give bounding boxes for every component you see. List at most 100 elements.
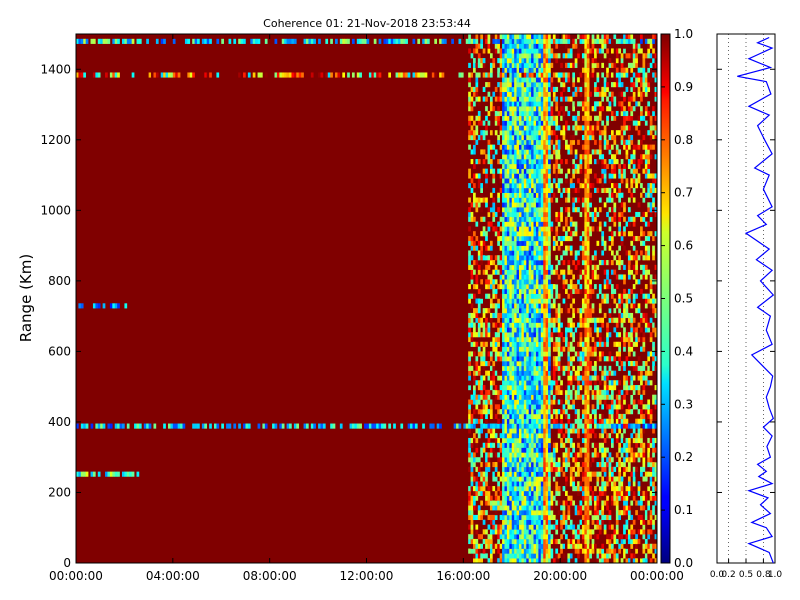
heatmap-cell	[494, 308, 498, 314]
heatmap-cell	[502, 134, 505, 141]
heatmap-cell	[584, 274, 588, 280]
heatmap-cell	[586, 34, 590, 40]
heatmap-cell	[533, 514, 537, 521]
heatmap-cell	[509, 437, 513, 444]
heatmap-cell	[468, 404, 471, 410]
heatmap-cell	[584, 481, 588, 487]
heatmap-cell	[489, 245, 493, 251]
heatmap-cell	[458, 38, 462, 44]
heatmap-cell	[557, 462, 561, 468]
heatmap-cell	[538, 514, 542, 521]
heatmap-cell	[611, 534, 614, 540]
heatmap-cell	[499, 216, 503, 222]
heatmap-cell	[584, 173, 588, 179]
heatmap-cell	[548, 341, 551, 347]
heatmap-cell	[574, 154, 578, 160]
heatmap-cell	[584, 245, 588, 251]
heatmap-cell	[509, 553, 513, 559]
heatmap-cell	[540, 312, 544, 319]
heatmap-cell	[456, 423, 459, 429]
heatmap-cell	[528, 159, 532, 165]
heatmap-cell	[603, 356, 607, 362]
heatmap-cell	[521, 120, 525, 126]
heatmap-cell	[80, 303, 84, 309]
heatmap-cell	[533, 197, 537, 203]
heatmap-cell	[603, 43, 607, 49]
heatmap-cell	[499, 558, 503, 564]
heatmap-cell	[303, 423, 307, 429]
heatmap-cell	[497, 115, 500, 121]
heatmap-cell	[516, 202, 520, 208]
heatmap-cell	[548, 255, 551, 261]
heatmap-cell	[545, 284, 549, 290]
heatmap-cell	[606, 534, 609, 540]
heatmap-cell	[347, 38, 350, 44]
heatmap-cell	[591, 183, 595, 189]
heatmap-cell	[509, 524, 513, 530]
heatmap-cell	[565, 139, 568, 145]
heatmap-cell	[109, 303, 113, 309]
heatmap-cell	[552, 303, 556, 309]
heatmap-cell	[533, 250, 537, 256]
heatmap-cell	[535, 510, 539, 516]
heatmap-cell	[516, 553, 520, 559]
heatmap-cell	[596, 389, 600, 395]
heatmap-cell	[613, 529, 617, 535]
heatmap-cell	[531, 288, 534, 294]
heatmap-cell	[535, 495, 539, 501]
heatmap-cell	[485, 476, 488, 482]
heatmap-cell	[560, 385, 563, 391]
heatmap-cell	[569, 457, 573, 463]
heatmap-cell	[606, 34, 609, 40]
heatmap-cell	[526, 67, 529, 73]
heatmap-cell	[584, 500, 588, 506]
heatmap-cell	[477, 380, 481, 386]
heatmap-cell	[519, 211, 522, 218]
heatmap-cell	[601, 163, 605, 169]
heatmap-cell	[591, 303, 595, 309]
heatmap-cell	[548, 385, 551, 391]
heatmap-cell	[584, 110, 588, 117]
heatmap-cell	[499, 293, 503, 299]
heatmap-cell	[516, 442, 520, 448]
heatmap-cell	[516, 255, 520, 261]
heatmap-cell	[509, 519, 513, 525]
heatmap-cell	[601, 486, 605, 492]
heatmap-cell	[531, 500, 534, 506]
heatmap-cell	[545, 274, 549, 280]
heatmap-cell	[502, 389, 505, 395]
heatmap-cell	[565, 332, 568, 338]
heatmap-cell	[521, 433, 525, 439]
heatmap-cell	[514, 418, 517, 424]
heatmap-cell	[492, 361, 496, 367]
heatmap-cell	[383, 423, 387, 429]
heatmap-cell	[538, 82, 542, 88]
heatmap-cell	[117, 38, 120, 44]
heatmap-cell	[485, 255, 488, 261]
heatmap-cell	[531, 380, 534, 386]
heatmap-cell	[468, 34, 471, 40]
heatmap-cell	[586, 490, 590, 496]
heatmap-cell	[579, 211, 583, 218]
heatmap-cell	[499, 389, 503, 395]
heatmap-cell	[586, 442, 590, 448]
heatmap-cell	[526, 58, 529, 64]
heatmap-cell	[586, 139, 590, 145]
heatmap-cell	[521, 413, 525, 420]
heatmap-cell	[528, 519, 532, 525]
heatmap-cell	[523, 154, 527, 160]
heatmap-cell	[545, 288, 549, 294]
heatmap-cell	[511, 558, 515, 564]
heatmap-cell	[468, 500, 471, 506]
heatmap-cell	[589, 365, 592, 371]
heatmap-cell	[584, 385, 588, 391]
heatmap-cell	[167, 72, 171, 78]
heatmap-cell	[567, 308, 571, 314]
heatmap-cell	[473, 58, 476, 64]
heatmap-cell	[584, 404, 588, 410]
heatmap-cell	[509, 308, 513, 314]
heatmap-cell	[511, 260, 515, 266]
heatmap-cell	[543, 471, 546, 477]
heatmap-cell	[335, 72, 338, 78]
heatmap-cell	[552, 130, 556, 136]
